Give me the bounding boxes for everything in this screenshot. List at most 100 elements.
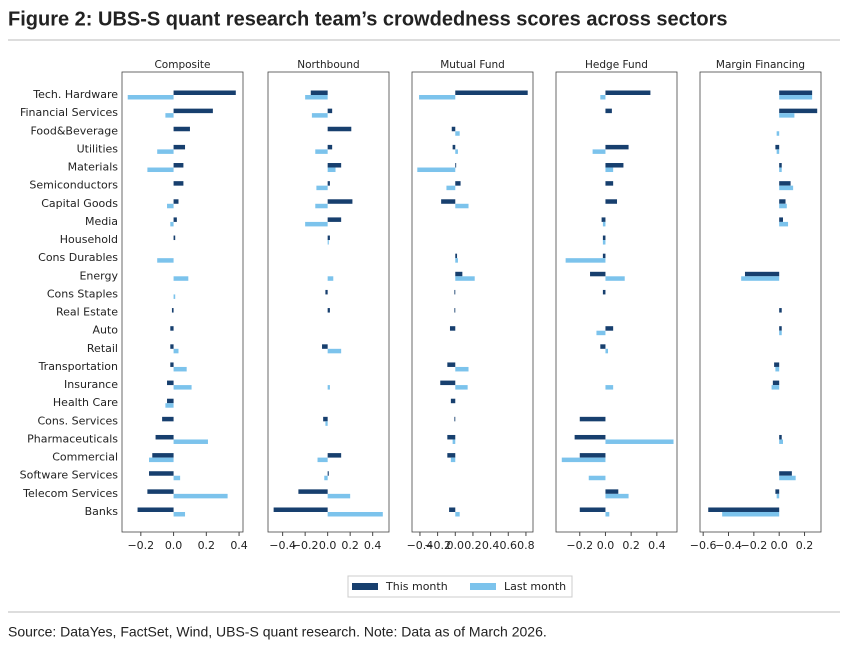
category-label: Real Estate bbox=[56, 306, 118, 319]
bar bbox=[602, 253, 606, 259]
legend-box bbox=[347, 575, 573, 598]
bar bbox=[298, 489, 328, 494]
bar bbox=[605, 108, 612, 114]
bar bbox=[775, 366, 780, 372]
bar bbox=[147, 167, 174, 173]
panel-title: Hedge Fund bbox=[585, 59, 648, 71]
legend-label: Last month bbox=[504, 580, 566, 593]
bar bbox=[450, 398, 456, 404]
bar bbox=[779, 434, 782, 440]
bar bbox=[452, 439, 456, 444]
bar bbox=[149, 471, 174, 476]
category-label: Utilities bbox=[77, 142, 119, 155]
bar bbox=[779, 330, 782, 336]
bar bbox=[455, 163, 457, 168]
bar bbox=[771, 385, 780, 390]
bar bbox=[327, 199, 353, 204]
bar bbox=[315, 149, 328, 154]
bar bbox=[441, 199, 456, 204]
bar bbox=[273, 507, 328, 512]
bar bbox=[602, 289, 606, 295]
bar bbox=[454, 308, 456, 313]
bar bbox=[779, 475, 796, 481]
bar bbox=[173, 366, 187, 372]
bar bbox=[165, 113, 174, 118]
bar bbox=[173, 108, 213, 114]
bar bbox=[324, 475, 328, 481]
bar bbox=[779, 326, 782, 331]
x-tick-label: −0.2 bbox=[127, 539, 154, 552]
bar bbox=[779, 108, 818, 114]
bar bbox=[455, 258, 458, 263]
bar bbox=[779, 308, 782, 313]
bar bbox=[605, 326, 614, 331]
bar bbox=[157, 149, 174, 154]
bar bbox=[605, 181, 614, 186]
legend-label: This month bbox=[385, 580, 448, 593]
bar bbox=[155, 434, 174, 440]
bar bbox=[327, 217, 342, 222]
bar bbox=[779, 181, 791, 186]
bar bbox=[327, 385, 330, 390]
bar bbox=[157, 258, 174, 263]
x-tick-label: 0.2 bbox=[622, 539, 640, 552]
bar bbox=[454, 416, 456, 422]
bar bbox=[605, 167, 614, 173]
category-label: Cons Staples bbox=[47, 287, 118, 300]
bar bbox=[137, 507, 174, 512]
bar bbox=[605, 511, 610, 517]
bar bbox=[173, 235, 176, 241]
bar bbox=[327, 163, 342, 168]
x-tick-label: −0.4 bbox=[269, 539, 296, 552]
bar bbox=[588, 475, 606, 481]
x-tick-label: 0.8 bbox=[517, 539, 535, 552]
category-label: Cons Durables bbox=[38, 251, 118, 264]
bar bbox=[600, 95, 606, 100]
bar bbox=[605, 439, 674, 444]
bar bbox=[605, 90, 651, 95]
x-tick-label: 0.2 bbox=[464, 539, 482, 552]
category-label: Financial Services bbox=[20, 106, 118, 119]
bar bbox=[419, 95, 456, 100]
bar bbox=[327, 108, 333, 114]
bar bbox=[779, 113, 795, 118]
bar bbox=[327, 144, 333, 150]
bar bbox=[450, 457, 456, 463]
x-tick-label: 0.6 bbox=[500, 539, 518, 552]
x-tick-label: −0.2 bbox=[424, 539, 451, 552]
category-label: Telecom Services bbox=[22, 487, 118, 500]
bar bbox=[327, 493, 351, 499]
category-label: Materials bbox=[68, 161, 119, 174]
category-label: Pharmaceuticals bbox=[27, 432, 118, 445]
bar bbox=[454, 289, 456, 295]
bar bbox=[605, 163, 624, 168]
bar bbox=[455, 276, 475, 281]
bar bbox=[173, 181, 184, 186]
bar bbox=[775, 144, 780, 150]
bar bbox=[579, 416, 606, 422]
bar bbox=[440, 380, 456, 386]
x-tick-label: 0.4 bbox=[482, 539, 500, 552]
bar bbox=[447, 362, 456, 367]
bar bbox=[779, 221, 789, 227]
category-label: Media bbox=[85, 215, 118, 228]
bar bbox=[455, 131, 460, 136]
bar bbox=[779, 217, 783, 222]
bar bbox=[779, 167, 782, 173]
bar bbox=[579, 507, 606, 512]
bar bbox=[776, 149, 780, 154]
bar bbox=[779, 185, 794, 191]
bar bbox=[173, 348, 179, 354]
bar bbox=[744, 271, 780, 277]
x-tick-label: 0.2 bbox=[341, 539, 359, 552]
bar bbox=[455, 149, 458, 154]
bar bbox=[173, 163, 184, 168]
bar bbox=[455, 366, 469, 372]
bar bbox=[305, 221, 328, 227]
panel-frame bbox=[555, 71, 678, 533]
category-label: Tech. Hardware bbox=[32, 88, 118, 101]
bar bbox=[776, 131, 780, 136]
x-tick-label: 0.0 bbox=[770, 539, 788, 552]
bar bbox=[173, 90, 236, 95]
